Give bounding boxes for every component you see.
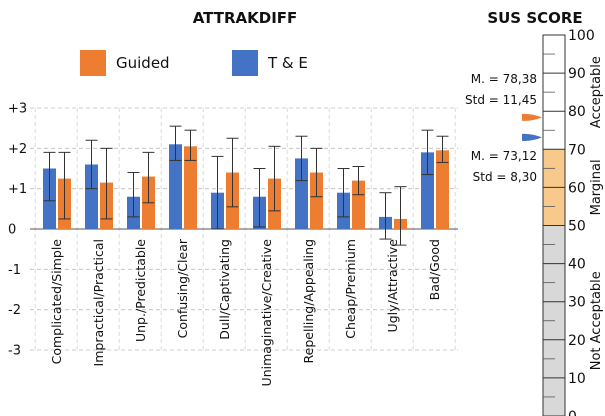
bar-te [421, 152, 434, 229]
legend-swatch-te [232, 50, 258, 76]
gauge-tick-label: 50 [568, 219, 586, 235]
legend-label-te: T & E [267, 54, 308, 72]
gauge-tick-label: 90 [568, 66, 586, 82]
bar-guided [436, 150, 449, 229]
category-label: Bad/Good [427, 239, 442, 300]
gauge-tick-label: 70 [568, 142, 586, 158]
sus-mean-label: M. = 73,12 [471, 149, 537, 163]
category-label: Unimaginative/Creative [259, 239, 274, 387]
y-tick-label: -1 [8, 263, 21, 278]
bar-guided [310, 172, 323, 229]
category-label: Repelling/Appealing [301, 239, 316, 364]
y-tick-label: 0 [8, 223, 16, 238]
gauge-zone-label: Not Acceptable [589, 271, 604, 370]
sus-marker-guided [522, 113, 542, 121]
gauge-tick-label: 10 [568, 371, 586, 387]
y-tick-label: +1 [8, 182, 27, 197]
sus-marker-te [522, 133, 542, 141]
sus-title: SUS SCORE [487, 9, 582, 27]
category-label: Confusing/Clear [175, 238, 190, 338]
gauge-zone-label: Acceptable [589, 56, 604, 128]
y-tick-label: +2 [8, 142, 27, 157]
category-label: Dull/Captivating [217, 239, 232, 340]
category-label: Ugly/Attractive [385, 239, 400, 333]
category-label: Complicated/Simple [49, 239, 64, 365]
attrakdiff-title: ATTRAKDIFF [193, 9, 298, 27]
gauge-tick-label: 100 [568, 28, 595, 44]
bar-guided [352, 180, 365, 229]
bar-te [295, 158, 308, 229]
bar-chart: -3 -2 -1 0 +1 +2 +3 Complicated/Simple Impractic… [8, 102, 458, 387]
bar-guided [184, 146, 197, 229]
gauge-tick-label: 60 [568, 180, 586, 196]
gauge-tick-label: 30 [568, 295, 586, 311]
category-label: Cheap/Premium [343, 239, 358, 339]
legend-label-guided: Guided [116, 54, 170, 72]
category-label: Unp./Predictable [133, 239, 148, 342]
legend-swatch-guided [80, 50, 106, 76]
sus-mean-label: M. = 78,38 [471, 72, 537, 86]
legend: Guided T & E [80, 50, 308, 76]
gauge-tick-label: 40 [568, 257, 586, 273]
y-tick-label: -2 [8, 303, 21, 318]
sus-std-label: Std = 11,45 [465, 93, 537, 107]
bar-te [169, 144, 182, 229]
gauge-tick-label: 0 [568, 409, 577, 416]
gauge-tick-label: 80 [568, 104, 586, 120]
sus-std-label: Std = 8,30 [473, 170, 537, 184]
bar-te [85, 164, 98, 229]
gauge-tick-label: 20 [568, 333, 586, 349]
y-tick-label: -3 [8, 344, 21, 359]
category-label: Impractical/Practical [91, 239, 106, 366]
y-tick-label: +3 [8, 102, 27, 117]
sus-gauge: 0 10 20 30 40 50 60 70 80 90 100 Not Acceptable Marg… [465, 28, 604, 416]
gauge-zone-label: Marginal [589, 159, 604, 215]
